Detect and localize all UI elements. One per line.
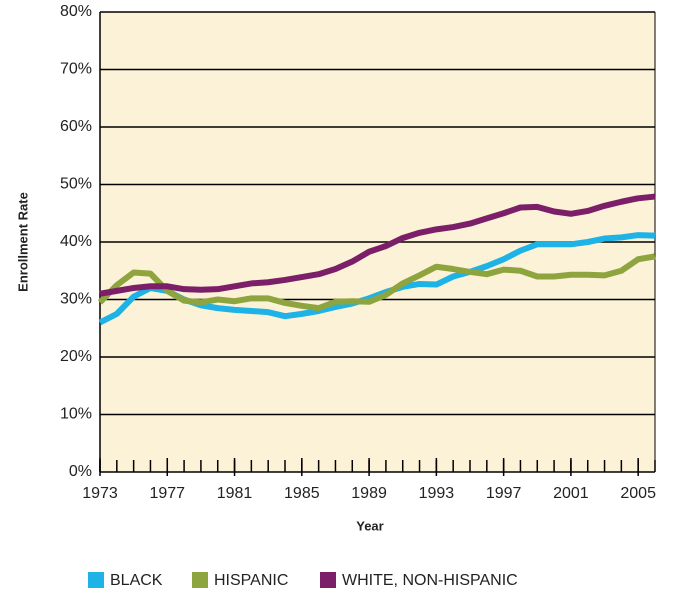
x-tick-label: 2005: [620, 485, 656, 502]
x-tick-label: 1993: [419, 485, 455, 502]
y-tick-label: 70%: [60, 61, 92, 78]
y-tick-label: 50%: [60, 176, 92, 193]
series-line: [99, 193, 656, 297]
y-tick-label: 10%: [60, 406, 92, 423]
legend-swatch: [192, 572, 208, 588]
series-line: [97, 253, 656, 312]
y-axis-title: Enrollment Rate: [15, 192, 30, 292]
x-axis-title: Year: [356, 518, 383, 533]
x-tick-label: 1989: [351, 485, 387, 502]
x-tick-label: 1977: [149, 485, 185, 502]
x-tick-label: 1973: [82, 485, 118, 502]
y-tick-label: 30%: [60, 291, 92, 308]
legend-label: HISPANIC: [214, 572, 288, 589]
y-tick-label: 0%: [69, 463, 92, 480]
legend-label: BLACK: [110, 572, 163, 589]
y-tick-label: 40%: [60, 233, 92, 250]
x-tick-label: 1985: [284, 485, 320, 502]
legend-swatch: [88, 572, 104, 588]
y-tick-label: 60%: [60, 118, 92, 135]
y-tick-label: 80%: [60, 3, 92, 20]
y-tick-label: 20%: [60, 348, 92, 365]
x-tick-label: 1997: [486, 485, 522, 502]
legend-label: WHITE, NON-HISPANIC: [342, 572, 518, 589]
x-tick-label: 2001: [553, 485, 589, 502]
legend-swatch: [320, 572, 336, 588]
x-tick-label: 1981: [217, 485, 253, 502]
